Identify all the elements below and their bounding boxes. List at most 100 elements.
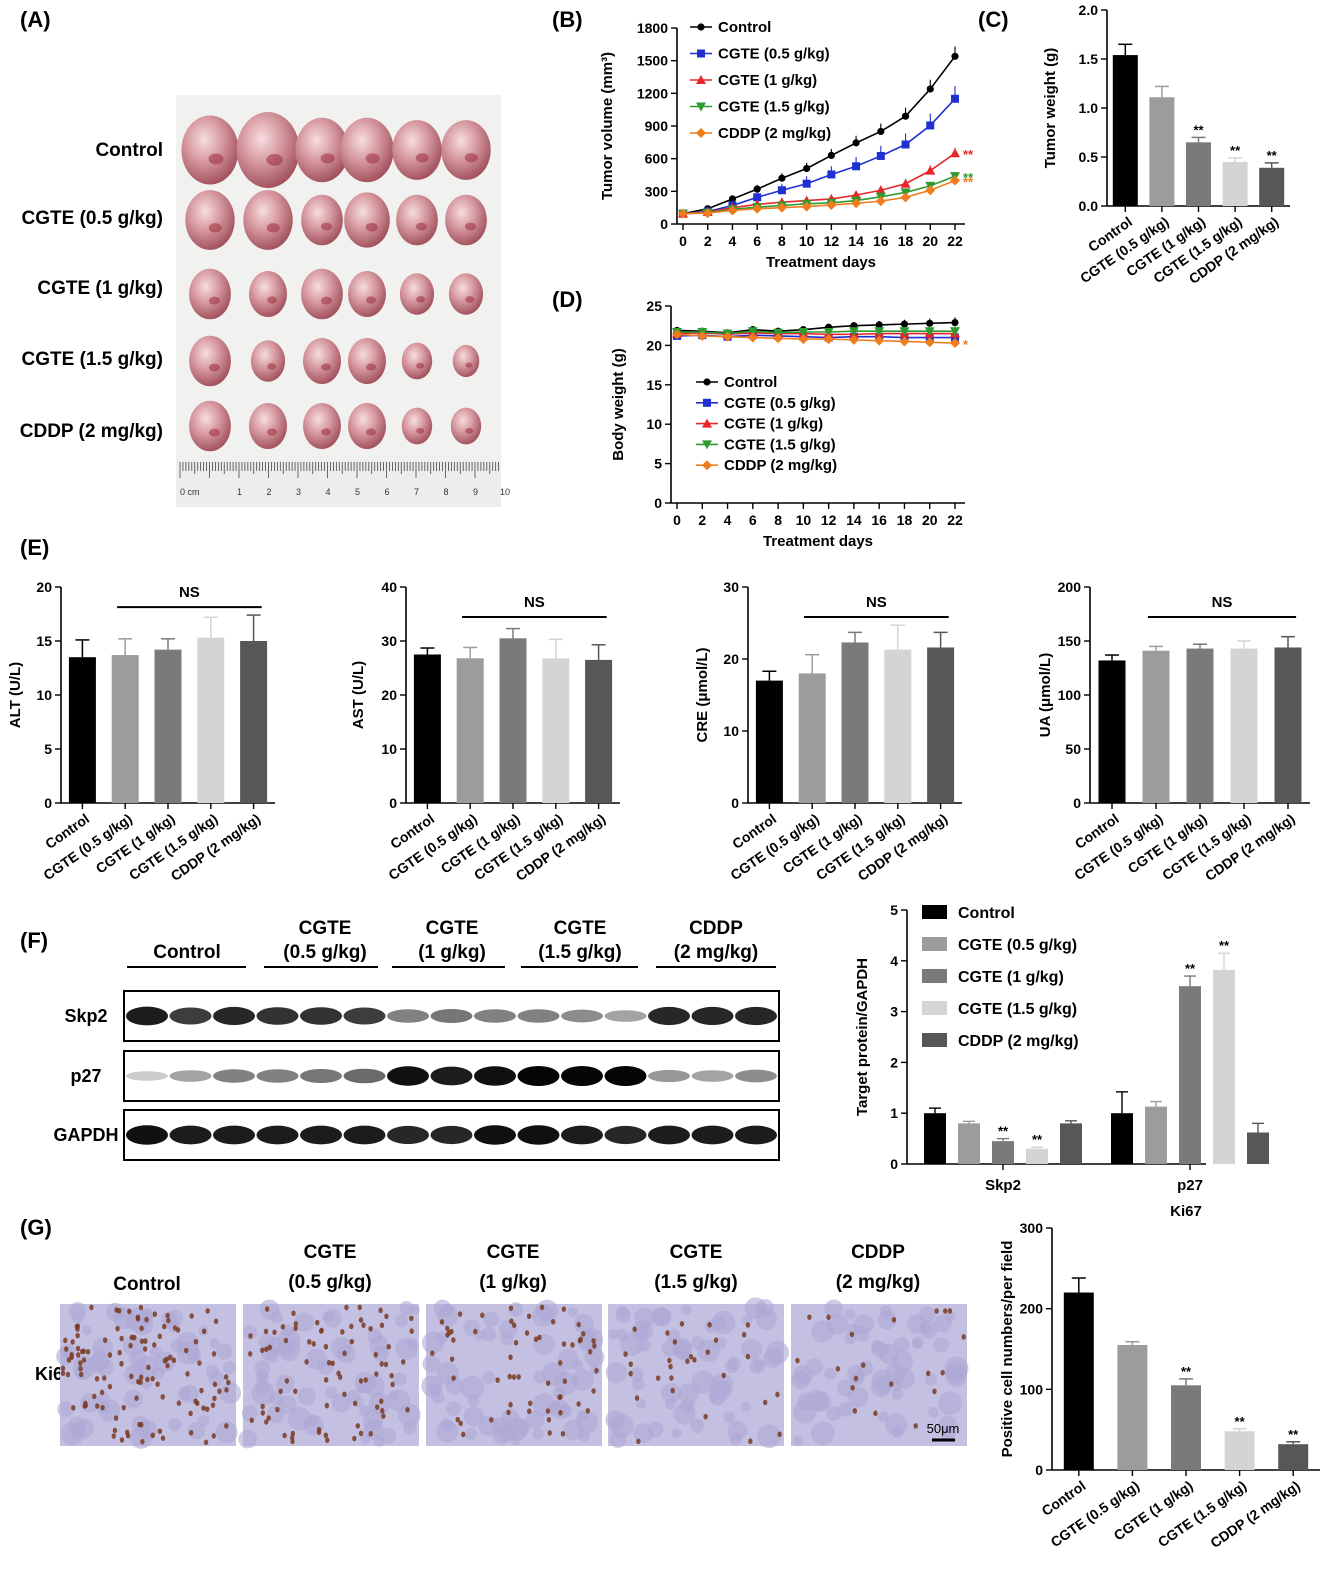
ihc-group-header: CGTE — [304, 1242, 357, 1263]
ihc-tissue-texture — [826, 1405, 842, 1421]
blot-band — [474, 1009, 516, 1023]
chart-F-legend-swatch — [922, 905, 947, 919]
ihc-tissue-texture — [478, 1415, 500, 1437]
ihc-positive-nucleus — [516, 1374, 521, 1380]
chart-E4-bar-cddp-2-mg-kg — [1274, 647, 1302, 803]
ihc-positive-nucleus — [352, 1435, 357, 1442]
ihc-positive-nucleus — [508, 1354, 513, 1361]
ihc-tissue-texture — [241, 1405, 258, 1422]
ihc-positive-nucleus — [545, 1380, 551, 1386]
ihc-positive-nucleus — [390, 1381, 395, 1388]
ihc-positive-nucleus — [139, 1338, 145, 1344]
western-blot-panel: Control CGTE (0.5 g/kg) CGTE (1 g/kg) CGTE (1.… — [53, 918, 780, 1161]
chart-B-series-control-point — [852, 139, 860, 147]
tumor-specimen-spot — [365, 222, 378, 232]
ihc-tissue-texture — [925, 1373, 938, 1386]
ihc-positive-nucleus — [537, 1334, 542, 1341]
chart-E1-y-tick-label: 15 — [36, 633, 52, 649]
chart-D-legend-label: Control — [724, 374, 777, 391]
ihc-positive-nucleus — [188, 1410, 193, 1417]
ihc-positive-nucleus — [455, 1416, 460, 1423]
ihc-positive-nucleus — [155, 1381, 160, 1387]
chart-B-y-tick-label: 0 — [660, 216, 668, 232]
ihc-positive-nucleus — [136, 1378, 141, 1385]
ihc-positive-nucleus — [576, 1401, 581, 1407]
chart-E2-y-tick-label: 10 — [381, 741, 397, 757]
ihc-positive-nucleus — [375, 1404, 380, 1410]
ihc-positive-nucleus — [119, 1437, 125, 1443]
tumor-specimen-spot — [266, 223, 280, 233]
ihc-positive-nucleus — [283, 1337, 289, 1344]
tumor-specimen — [189, 268, 231, 320]
chart-D-series-cddp-2-mg-kg-point — [672, 329, 682, 340]
ihc-positive-nucleus — [260, 1410, 266, 1416]
ihc-tissue-texture — [368, 1392, 391, 1415]
ruler-label: 4 — [325, 487, 330, 497]
photo-row-label-cgte-1-5: CGTE (1.5 g/kg) — [22, 349, 163, 370]
chart-D-legend-marker-point — [702, 418, 712, 428]
ihc-positive-nucleus — [135, 1315, 141, 1322]
blot-band — [343, 1125, 386, 1145]
ihc-positive-nucleus — [745, 1353, 751, 1360]
ihc-positive-nucleus — [60, 1370, 66, 1377]
ihc-tissue-texture — [827, 1313, 848, 1335]
ihc-positive-nucleus — [70, 1339, 75, 1345]
chart-B-series-cgte-0-5-g-kg-point — [852, 162, 861, 171]
ihc-positive-nucleus — [318, 1328, 324, 1334]
ihc-positive-nucleus — [140, 1438, 145, 1445]
chart-F-legend-swatch — [922, 1033, 947, 1047]
blot-band — [430, 1009, 473, 1023]
ihc-tissue-texture — [661, 1383, 682, 1404]
blot-band — [735, 1006, 777, 1026]
ihc-positive-nucleus — [224, 1423, 229, 1429]
chart-E2-bar-cgte-0-5-g-kg — [456, 658, 484, 803]
ihc-positive-nucleus — [336, 1370, 341, 1377]
chart-B-series-control-point — [803, 164, 811, 173]
ihc-tissue-texture — [387, 1390, 399, 1401]
ihc-tissue-texture — [422, 1355, 441, 1373]
ihc-positive-nucleus — [480, 1312, 485, 1319]
chart-D-x-tick-label: 0 — [673, 512, 681, 528]
chart-D-x-tick-label: 8 — [774, 512, 782, 528]
ihc-positive-nucleus — [248, 1350, 253, 1357]
ruler-ticks — [179, 462, 500, 478]
chart-B-series-cddp-2-mg-kg-point — [678, 208, 688, 219]
ihc-positive-nucleus — [445, 1332, 450, 1338]
ihc-positive-nucleus — [889, 1381, 894, 1387]
chart-D-y-tick-label: 25 — [646, 298, 662, 314]
ihc-positive-nucleus — [389, 1372, 394, 1379]
ihc-tissue-texture — [406, 1338, 418, 1349]
ihc-group-header: (1.5 g/kg) — [654, 1272, 737, 1293]
chart-D: 0 5 10 15 20 25 Body weight (g) 0 2 4 6 8 10 12 14 16 18… — [610, 298, 969, 550]
ihc-tissue-texture — [666, 1329, 681, 1343]
chart-B-y-tick-label: 1500 — [637, 53, 668, 69]
ihc-positive-nucleus — [721, 1372, 726, 1379]
ihc-positive-nucleus — [524, 1330, 530, 1336]
chart-D-legend-label: CGTE (1 g/kg) — [724, 416, 823, 433]
ihc-positive-nucleus — [634, 1395, 640, 1401]
tumor-photo-panel: Control CGTE (0.5 g/kg) CGTE (1 g/kg) CG… — [20, 95, 510, 507]
ihc-positive-nucleus — [588, 1349, 593, 1355]
ihc-positive-nucleus — [167, 1354, 173, 1361]
ihc-positive-nucleus — [60, 1365, 66, 1372]
photo-row-label-cgte-1: CGTE (1 g/kg) — [37, 278, 163, 299]
chart-B-x-tick-label: 22 — [947, 233, 963, 249]
ihc-positive-nucleus — [267, 1344, 273, 1351]
ihc-positive-nucleus — [507, 1373, 512, 1380]
ihc-positive-nucleus — [852, 1408, 858, 1414]
ihc-tissue-texture — [215, 1421, 238, 1444]
chart-F-bar-p27-control — [1111, 1113, 1133, 1164]
chart-G-y-axis-label: Positive cell numbers/per field — [999, 1241, 1016, 1458]
ihc-positive-nucleus — [513, 1339, 519, 1346]
ihc-positive-nucleus — [361, 1322, 366, 1328]
ruler-label: 0 cm — [180, 487, 200, 497]
ihc-positive-nucleus — [199, 1387, 204, 1394]
ihc-positive-nucleus — [409, 1328, 414, 1334]
blot-group-header: CGTE — [426, 918, 479, 939]
ihc-tissue-texture — [482, 1371, 496, 1385]
ihc-tissue-texture — [945, 1311, 956, 1322]
ihc-tissue-texture — [691, 1370, 715, 1394]
blot-band — [387, 1009, 429, 1023]
blot-band — [256, 1069, 299, 1083]
